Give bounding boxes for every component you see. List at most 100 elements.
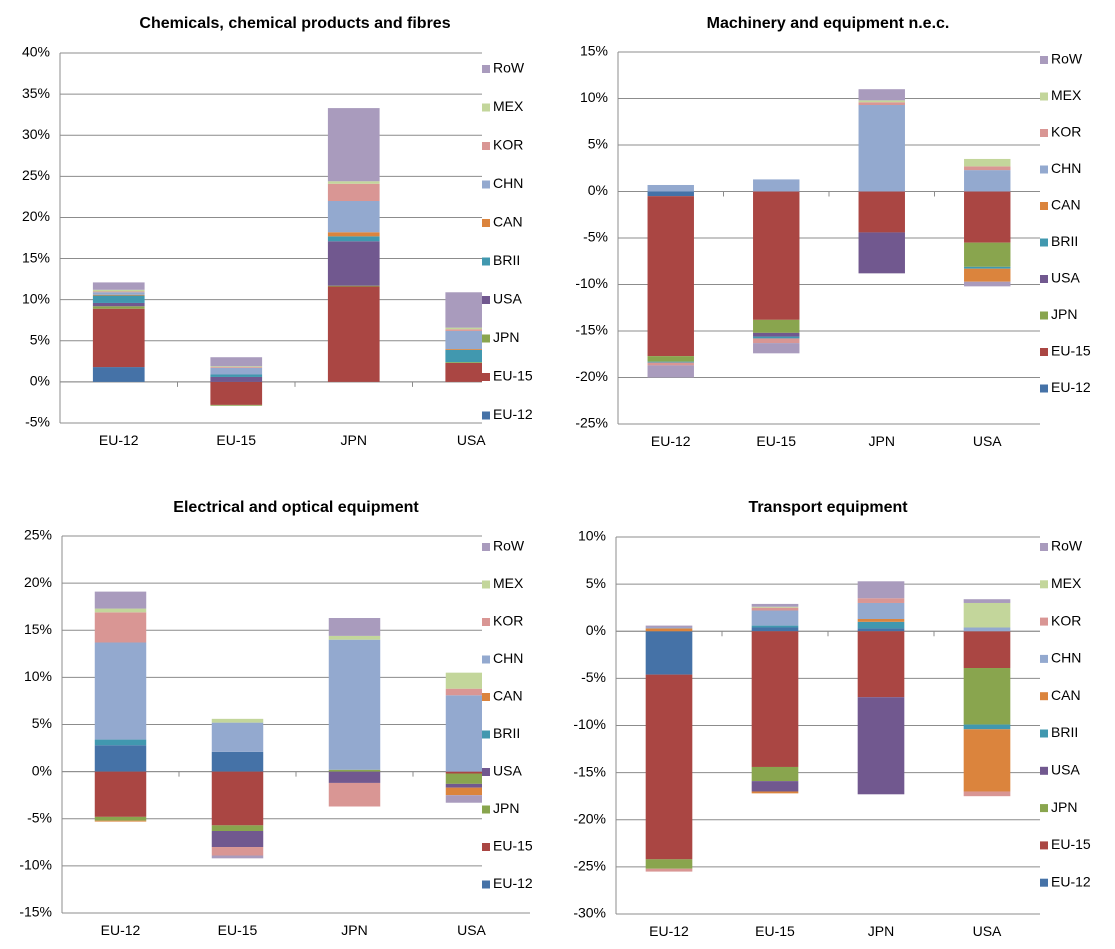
y-tick-label: 10% xyxy=(24,668,52,684)
bar-segment-eu-15-jpn xyxy=(753,319,800,333)
legend-label-can: CAN xyxy=(1051,687,1081,703)
bar-segment-usa-jpn xyxy=(963,668,1011,725)
bar-segment-usa-brii xyxy=(964,266,1011,269)
legend-background xyxy=(1040,528,1110,902)
x-tick-label: EU-12 xyxy=(649,923,689,939)
x-tick-label: USA xyxy=(973,923,1002,939)
bar-segment-jpn-kor xyxy=(328,782,381,807)
legend-label-chn: CHN xyxy=(493,175,523,191)
legend-label-eu-15: EU-15 xyxy=(493,838,533,854)
y-tick-label: 15% xyxy=(24,621,52,637)
y-tick-label: -5% xyxy=(583,229,608,245)
x-tick-label: JPN xyxy=(341,432,367,448)
legend-label-mex: MEX xyxy=(493,98,524,114)
legend-label-usa: USA xyxy=(1051,762,1080,778)
bar-segment-usa-mex xyxy=(445,327,498,330)
legend-swatch-chn xyxy=(482,655,490,664)
bar-segment-eu-12-kor xyxy=(92,291,145,293)
bar-segment-jpn-eu-12 xyxy=(857,628,905,632)
y-tick-label: 0% xyxy=(586,622,606,638)
bar-segment-jpn-usa xyxy=(858,232,905,274)
bar-segment-eu-12-chn xyxy=(647,184,694,192)
bar-segment-eu-12-jpn xyxy=(94,816,147,821)
bar-segment-eu-12-eu-15 xyxy=(92,308,145,368)
legend-swatch-row xyxy=(482,65,490,73)
bar-segment-jpn-kor xyxy=(858,102,905,106)
legend-label-brii: BRII xyxy=(493,725,520,741)
bar-segment-usa-mex xyxy=(963,602,1011,628)
legend-label-usa: USA xyxy=(493,763,522,779)
y-tick-label: -10% xyxy=(575,275,608,291)
legend-label-kor: KOR xyxy=(1051,124,1081,140)
bar-segment-usa-row xyxy=(445,795,498,803)
bar-segment-eu-15-eu-15 xyxy=(753,191,800,320)
legend-swatch-row xyxy=(1040,56,1048,64)
x-tick-label: USA xyxy=(973,433,1002,449)
y-tick-label: 30% xyxy=(22,126,50,142)
chart-panel-4: Transport equipment -30% -25% -20% -15% -10% -… xyxy=(573,499,1110,939)
bar-segment-jpn-brii xyxy=(327,236,380,242)
bar-segment-usa-kor xyxy=(963,791,1011,797)
bar-segment-eu-12-kor xyxy=(94,612,147,643)
legend-swatch-mex xyxy=(1040,92,1048,101)
y-tick-label: 20% xyxy=(24,574,52,590)
legend-label-kor: KOR xyxy=(493,613,523,629)
legend-label-mex: MEX xyxy=(1051,87,1082,103)
legend-swatch-kor xyxy=(1040,129,1048,137)
x-tick-label: USA xyxy=(457,432,486,448)
x-tick-label: USA xyxy=(457,922,486,938)
bar-segment-usa-can xyxy=(445,349,498,350)
legend-swatch-can xyxy=(1040,692,1048,701)
bar-segment-eu-15-mex xyxy=(211,718,264,723)
legend-swatch-row xyxy=(1040,543,1048,551)
bar-segment-eu-12-jpn xyxy=(645,859,693,869)
legend-swatch-usa xyxy=(482,768,490,776)
legend-label-chn: CHN xyxy=(493,650,523,666)
bar-segment-eu-12-can xyxy=(94,820,147,822)
y-tick-label: 5% xyxy=(30,331,50,347)
bar-segment-eu-12-can xyxy=(645,628,693,632)
legend-swatch-usa xyxy=(1040,766,1048,775)
bar-segment-jpn-mex xyxy=(328,635,381,640)
legend-label-eu-12: EU-12 xyxy=(1051,873,1091,889)
bar-segment-usa-mex xyxy=(964,158,1011,167)
bar-segment-eu-15-usa xyxy=(751,781,799,792)
bar-segment-usa-jpn xyxy=(964,242,1011,267)
bar-segment-usa-kor xyxy=(445,329,498,331)
bar-segment-jpn-row xyxy=(328,617,381,636)
bar-segment-eu-15-kor xyxy=(753,338,800,344)
y-tick-label: 0% xyxy=(588,182,608,198)
bar-segment-eu-15-row xyxy=(751,603,799,607)
bar-segment-jpn-kor xyxy=(327,183,380,201)
bar-segment-usa-brii xyxy=(963,724,1011,730)
bar-segment-jpn-chn xyxy=(327,201,380,233)
legend-label-kor: KOR xyxy=(493,137,523,153)
legend-swatch-can xyxy=(482,219,490,227)
x-tick-label: EU-15 xyxy=(216,432,256,448)
bar-segment-eu-12-kor xyxy=(647,362,694,366)
bar-segment-usa-chn xyxy=(963,627,1011,632)
y-tick-label: 35% xyxy=(22,85,50,101)
x-tick-label: JPN xyxy=(868,923,894,939)
bar-segment-eu-15-eu-15 xyxy=(210,381,263,405)
bar-segment-usa-chn xyxy=(964,170,1011,192)
legend-swatch-kor xyxy=(482,142,490,150)
legend-swatch-can xyxy=(1040,202,1048,210)
legend-label-row: RoW xyxy=(493,60,525,76)
bar-segment-usa-kor xyxy=(964,166,1011,171)
chart-title: Machinery and equipment n.e.c. xyxy=(707,15,950,32)
bar-segment-jpn-row xyxy=(857,581,905,599)
bar-segment-eu-12-brii xyxy=(92,295,145,303)
y-tick-label: -25% xyxy=(573,858,606,874)
y-tick-label: 5% xyxy=(32,715,52,731)
legend-swatch-jpn xyxy=(482,334,490,343)
bar-segment-usa-kor xyxy=(445,688,498,696)
y-tick-label: -5% xyxy=(581,669,606,685)
bar-segment-jpn-chn xyxy=(858,105,905,192)
y-tick-label: -15% xyxy=(19,904,52,920)
legend-swatch-eu-15 xyxy=(1040,841,1048,850)
bar-segment-usa-can xyxy=(445,787,498,796)
legend-label-brii: BRII xyxy=(1051,233,1078,249)
legend-swatch-kor xyxy=(1040,617,1048,626)
bar-segment-usa-row xyxy=(963,599,1011,603)
